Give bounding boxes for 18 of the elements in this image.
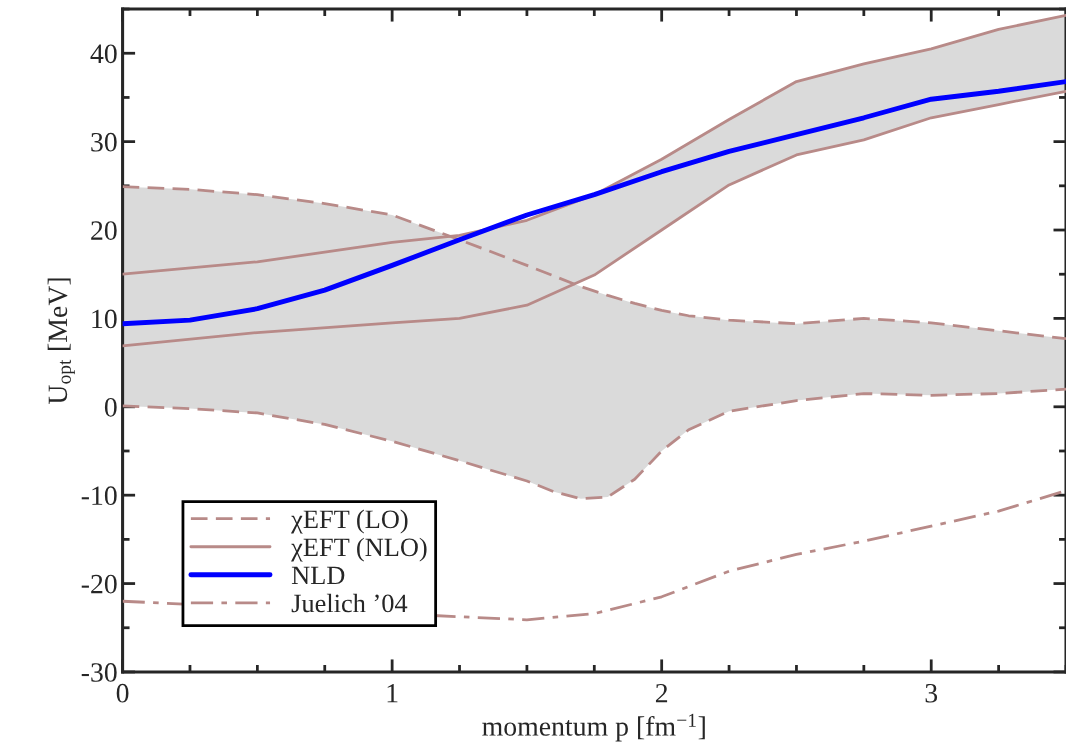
y-tick-label: 30: [91, 132, 117, 152]
y-tick-label: -30: [81, 663, 117, 682]
x-tick-label: 1: [387, 684, 398, 703]
legend-label: χEFT (NLO): [291, 537, 427, 562]
line-series: [122, 387, 1066, 501]
x-axis-title: momentum p [fm$^{−1}$]: [482, 713, 705, 742]
legend-label: Juelich ’04: [291, 593, 408, 613]
y-tick-label: 10: [92, 309, 117, 329]
y-tick-label: -10: [81, 486, 117, 506]
y-tick-label: -20: [81, 574, 117, 594]
y-axis-title: U$_{opt}$ [MeV]: [47, 278, 75, 405]
legend-label: χEFT (LO): [291, 509, 408, 534]
y-tick-label: 0: [104, 397, 117, 417]
x-tick-label: 3: [925, 683, 938, 703]
y-tick-label: 40: [90, 44, 117, 64]
y-tick-label: 20: [91, 221, 117, 240]
legend-label: NLD: [291, 566, 345, 585]
x-tick-label: 2: [655, 683, 668, 703]
